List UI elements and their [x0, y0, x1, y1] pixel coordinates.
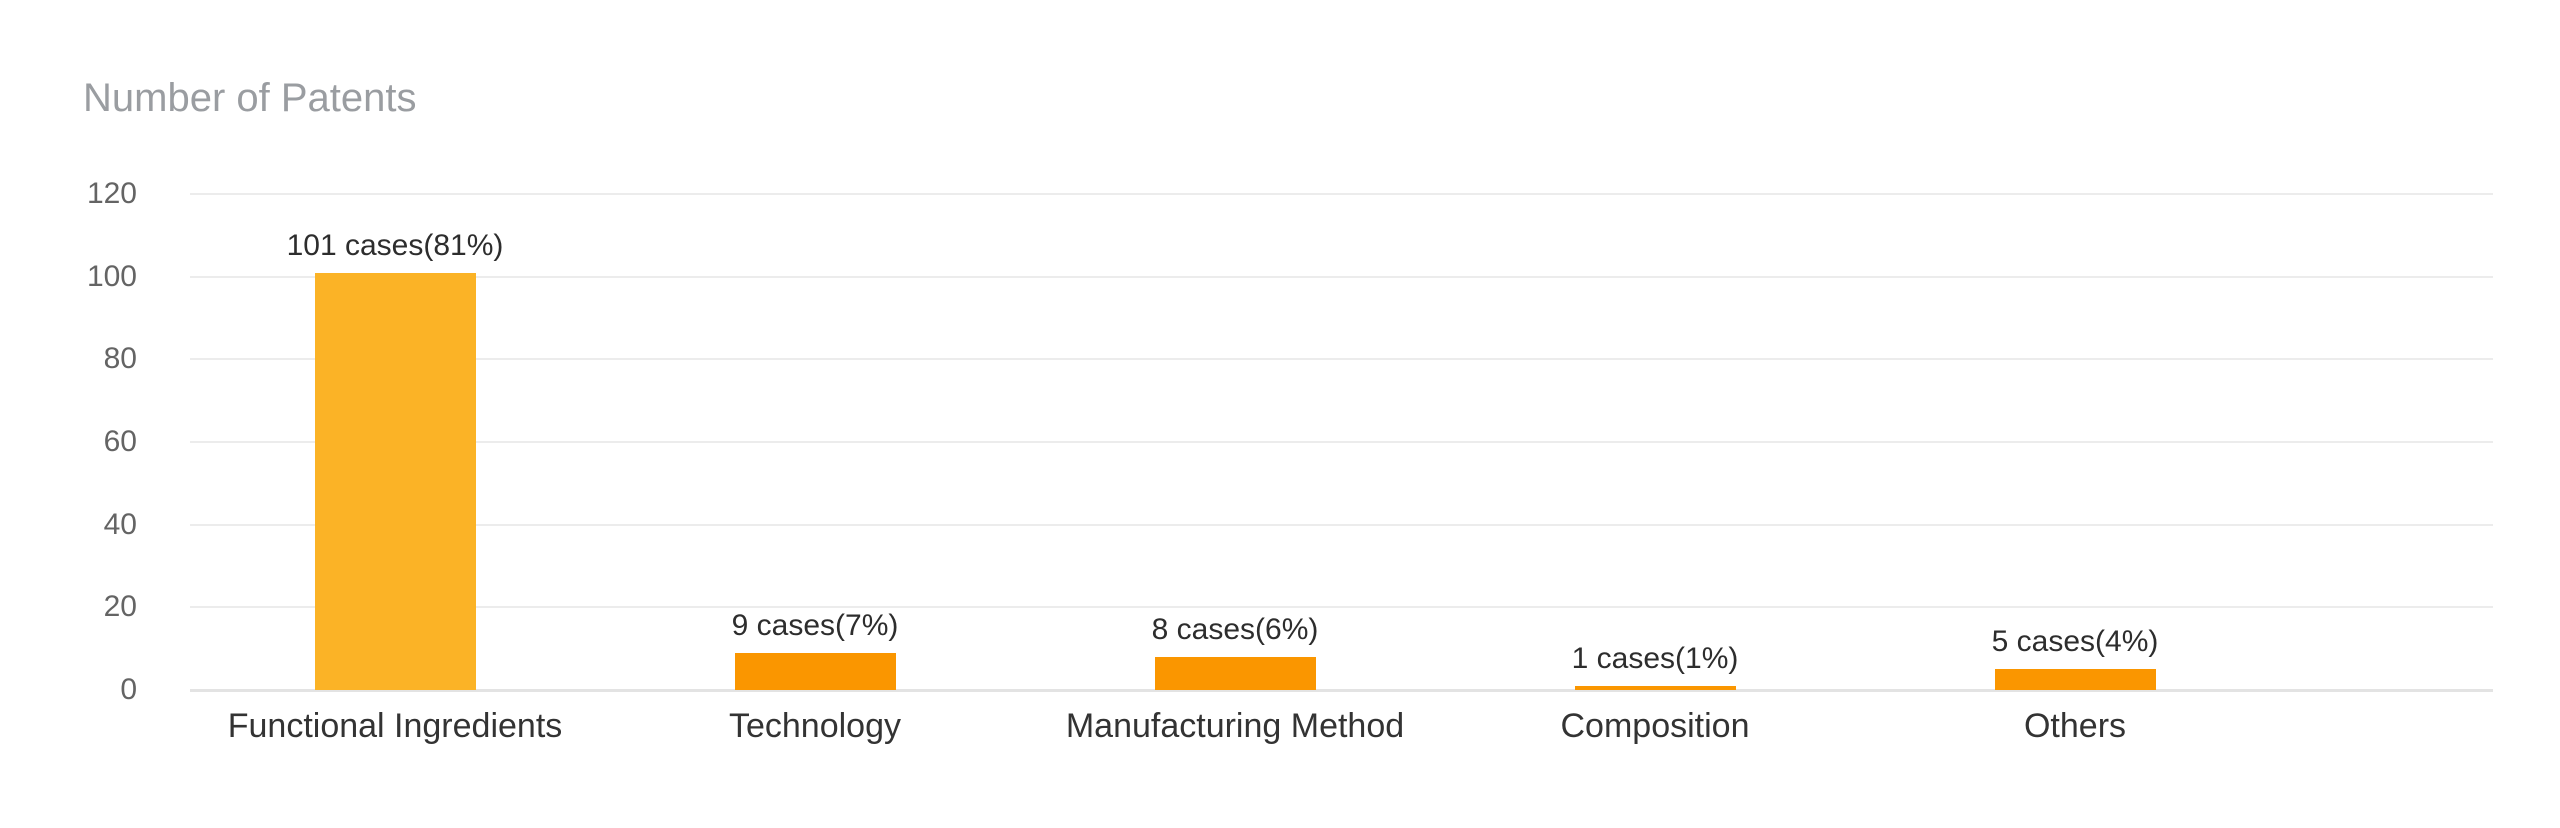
bar-value-label: 1 cases(1%) [1571, 642, 1739, 675]
bar [314, 273, 476, 690]
x-axis-category-label: Technology [728, 707, 902, 745]
bar [1154, 657, 1316, 690]
y-axis-tick-label: 40 [103, 507, 137, 541]
y-axis-title: Number of Patents [83, 76, 417, 120]
bar-value-label: 9 cases(7%) [731, 609, 899, 642]
bar [1574, 686, 1736, 690]
x-axis-category-label: Manufacturing Method [1065, 707, 1405, 745]
bar-value-label: 8 cases(6%) [1151, 613, 1319, 646]
gridline [190, 275, 2493, 278]
x-axis-category-label: Composition [1560, 707, 1750, 745]
y-axis-tick-label: 100 [86, 259, 137, 293]
bar [1994, 669, 2156, 690]
y-axis-tick-label: 20 [103, 590, 137, 624]
gridline [190, 193, 2493, 195]
x-axis-category-label: Others [2023, 707, 2127, 745]
y-axis-tick-label: 120 [86, 177, 137, 210]
x-axis-category-label: Functional Ingredients [227, 707, 563, 745]
gridline [190, 606, 2493, 609]
x-axis-baseline [190, 688, 2493, 692]
y-axis-tick-label: 60 [103, 425, 137, 458]
y-axis-tick-label: 80 [103, 342, 137, 376]
gridline [190, 523, 2493, 526]
bar-value-label: 5 cases(4%) [1991, 625, 2159, 658]
y-axis-tick-label: 0 [120, 673, 137, 706]
gridline [190, 358, 2493, 361]
gridline [190, 441, 2493, 443]
bar [734, 653, 896, 690]
bar-value-label: 101 cases(81%) [286, 229, 504, 262]
